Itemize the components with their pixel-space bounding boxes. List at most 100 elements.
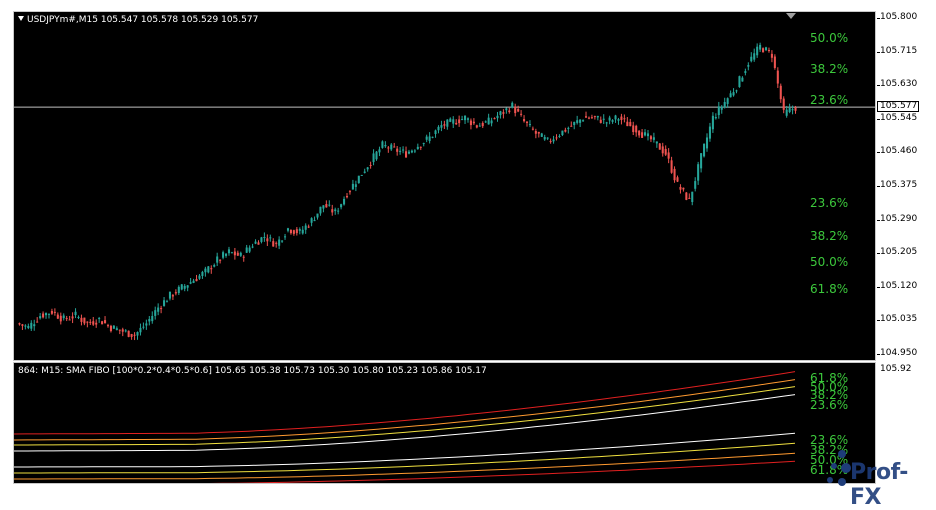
candle-body	[328, 204, 331, 206]
candle-body	[582, 120, 585, 122]
candle-body	[24, 325, 27, 327]
logo-dots-icon	[827, 450, 851, 486]
axis-tick	[877, 51, 880, 53]
candle-body	[266, 238, 269, 242]
candle-body	[142, 326, 145, 328]
fibo-level-label: 50.0%	[810, 255, 848, 269]
candle-body	[95, 322, 98, 325]
candle-body	[685, 192, 688, 200]
candle-body	[517, 108, 520, 112]
axis-tick	[877, 354, 880, 355]
candle-body	[425, 136, 428, 140]
prof-fx-logo: Prof-FX	[820, 440, 930, 510]
price-axis-label: 105.630	[880, 79, 918, 90]
candle-body	[649, 136, 652, 140]
candle-body	[372, 153, 375, 163]
candle-body	[210, 268, 213, 270]
candle-body	[44, 313, 48, 316]
candle-body	[720, 106, 723, 110]
candle-body	[413, 150, 416, 152]
candle-body	[381, 141, 384, 148]
candle-body	[248, 247, 251, 252]
candle-body	[360, 174, 363, 176]
candle-body	[127, 330, 130, 337]
indicator-header-text: 864: M15: SMA FIBO [100*0.2*0.4*0.5*0.6]…	[18, 366, 487, 376]
candle-body	[573, 121, 576, 126]
candle-body	[195, 278, 198, 282]
sma-fibo-band-line	[14, 452, 796, 480]
indicator-fibo-label: 61.8%	[810, 371, 848, 385]
indicator-fibo-label: 38.2%	[810, 388, 848, 402]
candle-body	[233, 251, 236, 256]
price-axis-label: 105.120	[880, 280, 918, 291]
main-price-chart[interactable]: 50.0% 38.2% 23.6% 23.6% 38.2% 50.0% 61.8% USDJ…	[13, 11, 876, 361]
candle-body	[390, 144, 393, 150]
sma-fibo-band-line	[14, 442, 796, 474]
candle-body	[74, 311, 77, 316]
candle-body	[115, 328, 118, 330]
candle-body	[92, 321, 95, 325]
candle-body	[393, 146, 396, 148]
candle-body	[697, 164, 700, 181]
candle-body	[201, 271, 204, 276]
indicator-fibo-label: 23.6%	[810, 433, 848, 447]
price-axis-label: 105.715	[880, 45, 918, 56]
price-chart-canvas[interactable]: 50.0% 38.2% 23.6% 23.6% 38.2% 50.0% 61.8%	[14, 12, 875, 360]
candle-body	[224, 253, 228, 256]
candle-body	[608, 117, 611, 121]
candle-body	[416, 146, 419, 150]
candle-body	[579, 119, 582, 123]
candle-body	[160, 308, 163, 310]
candle-body	[295, 229, 298, 234]
candle-body	[691, 191, 694, 202]
candle-body	[192, 280, 195, 283]
candle-body	[605, 122, 608, 124]
indicator-subwindow[interactable]: 61.8% 50.0% 38.2% 23.6% 23.6% 38.2% 50.0% 61.8%…	[13, 362, 876, 484]
candle-body	[593, 116, 596, 118]
candle-body	[753, 53, 756, 60]
candle-body	[39, 316, 42, 319]
chart-shift-marker-icon[interactable]	[786, 13, 796, 19]
candle-body	[168, 291, 171, 299]
candle-body	[89, 321, 92, 323]
candle-body	[614, 115, 617, 120]
candle-body	[18, 323, 21, 325]
candle-body	[555, 137, 558, 139]
candle-body	[42, 313, 45, 318]
candle-body	[705, 137, 709, 149]
candle-body	[756, 46, 759, 56]
candle-body	[679, 186, 682, 190]
axis-tick	[877, 118, 880, 120]
candle-body	[154, 310, 157, 316]
candle-body	[313, 220, 316, 222]
candle-body	[794, 107, 797, 111]
candle-body	[478, 125, 481, 127]
candle-body	[779, 85, 782, 100]
candle-body	[714, 117, 717, 119]
axis-tick	[877, 286, 880, 288]
candle-body	[523, 119, 526, 122]
candle-body	[599, 119, 602, 123]
candle-body	[227, 249, 231, 254]
candle-body	[198, 275, 201, 279]
candle-body	[446, 119, 449, 127]
candle-body	[207, 266, 210, 273]
candle-body	[148, 319, 151, 322]
dropdown-triangle-icon[interactable]	[18, 16, 24, 21]
candle-body	[776, 70, 779, 84]
indicator-fibo-label: 61.8%	[810, 463, 848, 477]
candle-body	[289, 229, 292, 234]
indicator-canvas[interactable]: 61.8%50.0%38.2%23.6%23.6%38.2%50.0%61.8%	[14, 363, 875, 483]
candle-body	[77, 316, 80, 318]
candle-body	[729, 93, 732, 98]
candle-body	[59, 315, 62, 322]
axis-tick	[877, 186, 880, 187]
candle-body	[375, 151, 378, 160]
candle-body	[363, 171, 366, 173]
candle-body	[638, 130, 641, 136]
candle-body	[596, 115, 599, 118]
candle-body	[759, 44, 762, 50]
axis-tick	[877, 253, 880, 255]
candle-body	[399, 150, 402, 152]
symbol-header-text: USDJPYm#,M15 105.547 105.578 105.529 105…	[27, 15, 259, 25]
